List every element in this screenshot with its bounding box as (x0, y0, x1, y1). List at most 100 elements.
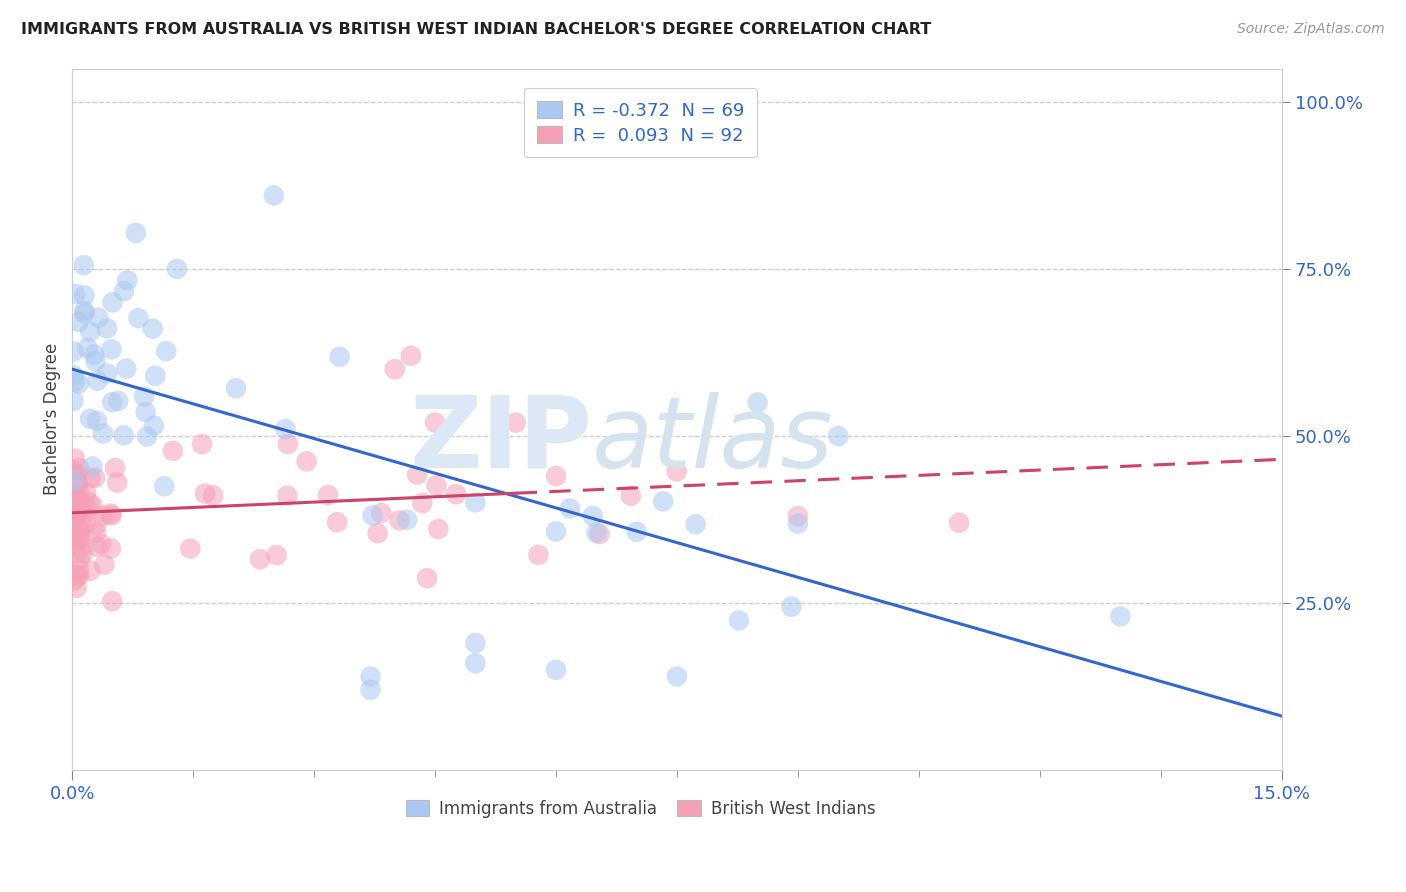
Point (191, 437, 214, 451)
Point (63, 451, 86, 466)
Point (75, 485, 97, 500)
Point (948, 516, 970, 530)
Point (780, 599, 803, 614)
Point (67, 376, 90, 391)
Point (142, 418, 165, 433)
Point (100, 541, 122, 556)
Point (93, 558, 115, 572)
Point (66, 521, 89, 535)
Point (225, 381, 247, 395)
Point (67, 524, 90, 538)
Point (67, 461, 90, 475)
Point (136, 429, 159, 443)
Point (84, 354, 107, 368)
Point (274, 422, 297, 436)
Point (66, 581, 89, 595)
Point (585, 525, 607, 540)
Text: ZIP: ZIP (409, 392, 592, 489)
Point (423, 416, 446, 430)
Point (277, 437, 299, 451)
Point (83, 347, 105, 361)
Point (388, 513, 411, 527)
Point (75, 498, 97, 512)
Point (73, 288, 96, 302)
Point (62, 368, 84, 383)
Point (96, 367, 118, 381)
Point (316, 488, 339, 502)
Point (96, 321, 118, 335)
Point (112, 428, 135, 442)
Point (100, 343, 122, 357)
Point (101, 594, 124, 608)
Point (65, 510, 87, 524)
Point (112, 284, 135, 298)
Point (179, 541, 201, 556)
Point (62, 496, 84, 510)
Point (79, 325, 101, 339)
Point (76, 341, 98, 355)
Text: Source: ZipAtlas.com: Source: ZipAtlas.com (1237, 22, 1385, 37)
Point (62, 393, 84, 408)
Point (100, 508, 122, 523)
Point (84, 471, 107, 485)
Point (67, 569, 90, 583)
Point (527, 548, 550, 562)
Point (665, 669, 688, 683)
Point (107, 394, 129, 409)
Point (370, 506, 392, 520)
Point (105, 475, 128, 490)
Point (360, 682, 382, 697)
Point (69, 495, 91, 509)
Point (728, 613, 751, 627)
Point (295, 454, 318, 468)
Point (115, 361, 138, 376)
Point (66, 471, 89, 485)
Point (101, 295, 124, 310)
Point (62, 511, 84, 525)
Point (79, 564, 101, 578)
Point (544, 469, 567, 483)
Point (100, 507, 122, 521)
Point (747, 395, 769, 409)
Point (84, 525, 107, 540)
Point (427, 522, 450, 536)
Point (544, 524, 567, 539)
Point (101, 395, 124, 409)
Point (558, 501, 581, 516)
Point (91, 508, 114, 523)
Point (91, 426, 114, 441)
Point (827, 429, 849, 443)
Point (67, 504, 90, 518)
Point (142, 321, 165, 335)
Point (82, 459, 104, 474)
Point (82, 499, 104, 513)
Point (505, 416, 527, 430)
Point (162, 443, 184, 458)
Point (464, 656, 486, 670)
Point (70, 540, 93, 554)
Point (73, 307, 96, 321)
Point (194, 486, 217, 500)
Point (67, 486, 90, 500)
Point (425, 478, 447, 492)
Point (72, 503, 94, 517)
Point (104, 461, 127, 475)
Point (63, 505, 86, 519)
Point (444, 487, 467, 501)
Point (69, 552, 91, 566)
Text: atlas: atlas (592, 392, 834, 489)
Point (63, 286, 86, 301)
Point (127, 311, 149, 326)
Point (72, 546, 94, 560)
Point (63, 509, 86, 524)
Point (411, 496, 433, 510)
Point (620, 489, 643, 503)
Point (249, 552, 271, 566)
Point (155, 344, 177, 359)
Point (166, 262, 188, 277)
Point (63, 574, 86, 588)
Point (62, 494, 84, 508)
Text: IMMIGRANTS FROM AUSTRALIA VS BRITISH WEST INDIAN BACHELOR'S DEGREE CORRELATION C: IMMIGRANTS FROM AUSTRALIA VS BRITISH WES… (21, 22, 931, 37)
Point (63, 375, 86, 389)
Point (67, 563, 90, 577)
